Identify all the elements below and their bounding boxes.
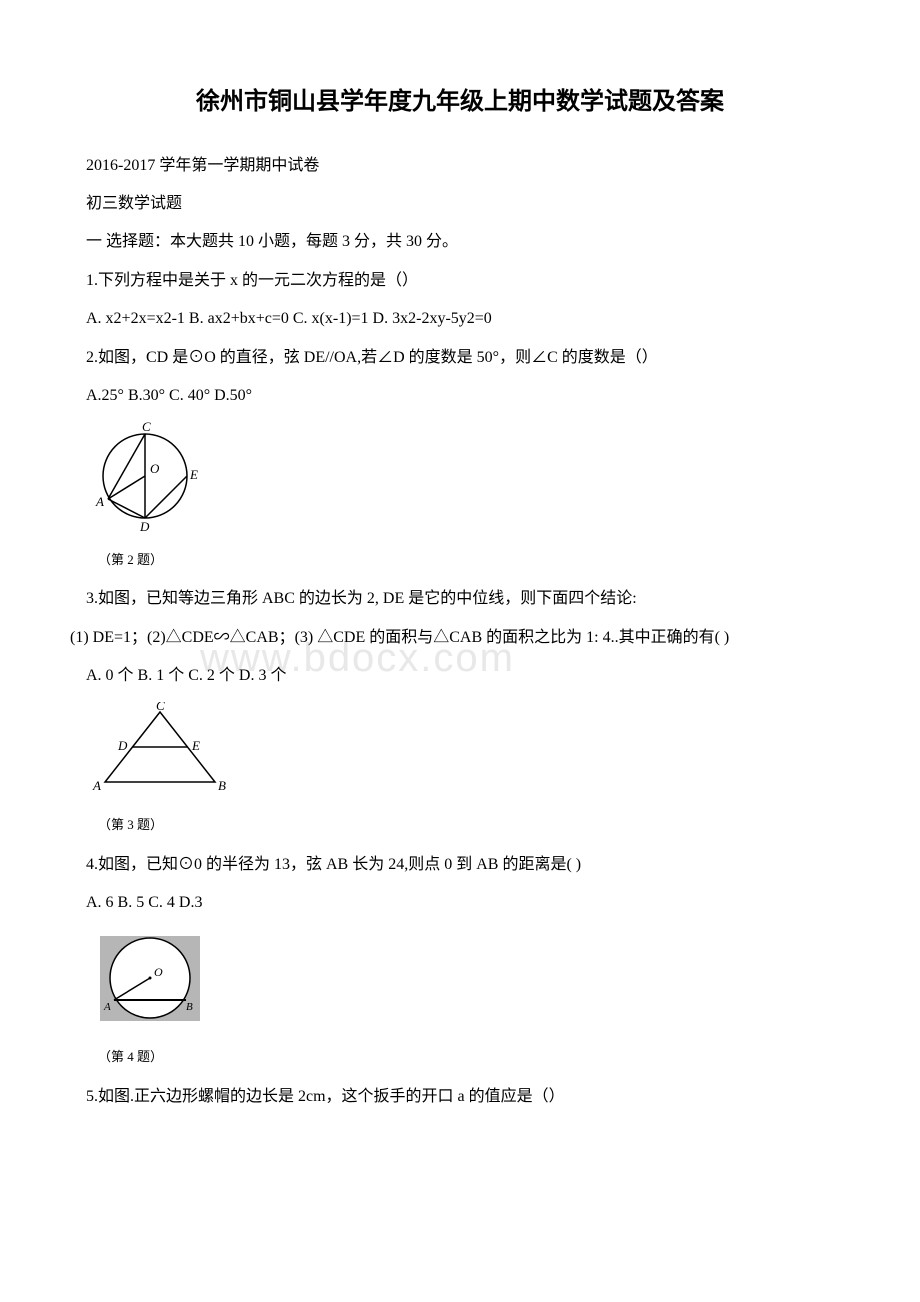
question-3-options: A. 0 个 B. 1 个 C. 2 个 D. 3 个 bbox=[70, 661, 850, 691]
subtitle-line-1: 2016-2017 学年第一学期期中试卷 bbox=[70, 151, 850, 181]
svg-text:A: A bbox=[92, 778, 101, 793]
figure-2-caption: （第 2 题） bbox=[98, 548, 850, 573]
svg-text:D: D bbox=[117, 738, 128, 753]
svg-text:D: D bbox=[139, 519, 150, 531]
figure-2-svg: C O E A D bbox=[90, 421, 220, 531]
question-5: 5.如图.正六边形螺帽的边长是 2cm，这个扳手的开口 a 的值应是（） bbox=[70, 1082, 850, 1112]
svg-text:B: B bbox=[218, 778, 226, 793]
figure-3: C D E A B bbox=[90, 702, 850, 808]
question-2: 2.如图，CD 是⊙O 的直径，弦 DE//OA,若∠D 的度数是 50°，则∠… bbox=[70, 343, 850, 373]
figure-4-caption: （第 4 题） bbox=[98, 1045, 850, 1070]
document-content: 徐州市铜山县学年度九年级上期中数学试题及答案 2016-2017 学年第一学期期… bbox=[70, 80, 850, 1112]
subtitle-line-2: 初三数学试题 bbox=[70, 189, 850, 219]
section-heading: 一 选择题：本大题共 10 小题，每题 3 分，共 30 分。 bbox=[70, 227, 850, 257]
svg-text:A: A bbox=[95, 494, 104, 509]
svg-text:O: O bbox=[150, 461, 160, 476]
question-3-sub: (1) DE=1；(2)△CDE∽△CAB；(3) △CDE 的面积与△CAB … bbox=[70, 623, 850, 653]
question-2-options: A.25° B.30° C. 40° D.50° bbox=[70, 381, 850, 411]
figure-4: O A B bbox=[90, 928, 850, 1039]
figure-4-svg: O A B bbox=[90, 928, 210, 1028]
figure-2: C O E A D bbox=[90, 421, 850, 542]
svg-text:O: O bbox=[154, 965, 163, 979]
question-1-options: A. x2+2x=x2-1 B. ax2+bx+c=0 C. x(x-1)=1 … bbox=[70, 304, 850, 334]
svg-text:B: B bbox=[186, 1001, 193, 1013]
question-3: 3.如图，已知等边三角形 ABC 的边长为 2, DE 是它的中位线，则下面四个… bbox=[70, 584, 850, 614]
question-1: 1.下列方程中是关于 x 的一元二次方程的是（） bbox=[70, 266, 850, 296]
page-title: 徐州市铜山县学年度九年级上期中数学试题及答案 bbox=[70, 80, 850, 126]
svg-text:E: E bbox=[189, 467, 198, 482]
question-4-options: A. 6 B. 5 C. 4 D.3 bbox=[70, 888, 850, 918]
svg-text:E: E bbox=[191, 738, 200, 753]
figure-3-caption: （第 3 题） bbox=[98, 813, 850, 838]
figure-3-svg: C D E A B bbox=[90, 702, 240, 797]
svg-text:C: C bbox=[156, 702, 165, 713]
question-4: 4.如图，已知⊙0 的半径为 13，弦 AB 长为 24,则点 0 到 AB 的… bbox=[70, 850, 850, 880]
svg-text:A: A bbox=[103, 1001, 111, 1013]
svg-text:C: C bbox=[142, 421, 151, 434]
